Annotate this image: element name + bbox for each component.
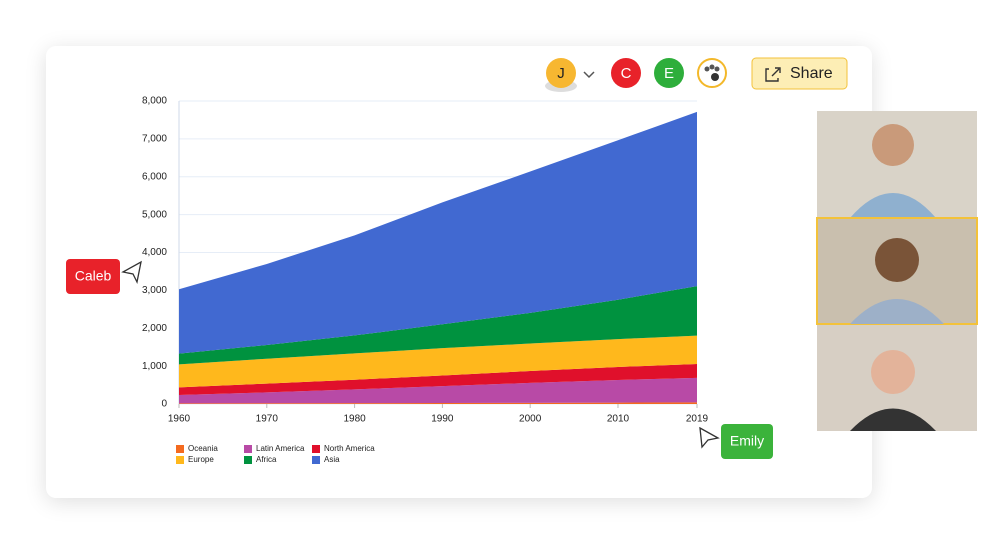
- legend-swatch: [244, 445, 252, 453]
- participants-button[interactable]: [697, 58, 727, 88]
- x-tick-label: 1990: [431, 414, 454, 425]
- area: [179, 377, 697, 404]
- legend-label: North America: [324, 444, 375, 453]
- avatar[interactable]: [546, 58, 576, 88]
- y-tick-label: 6,000: [142, 171, 167, 182]
- avatar-initial: C: [621, 65, 632, 82]
- cursor-tag: [721, 424, 773, 459]
- chevron[interactable]: [583, 71, 595, 79]
- avatar-initial: J: [557, 65, 565, 82]
- y-tick-label: 5,000: [142, 209, 167, 220]
- avatar[interactable]: [611, 58, 641, 88]
- x-tick-label: 2000: [519, 414, 542, 425]
- x-tick-label: 2019: [686, 414, 709, 425]
- cursor: [699, 426, 720, 449]
- y-tick-label: 8,000: [142, 96, 167, 107]
- chart: 0 1,000 2,000 3,000 4,000 5,000 6,000 7,000 8,00…: [142, 96, 709, 464]
- legend-swatch: [244, 456, 252, 464]
- participants-icon: [704, 64, 720, 81]
- cursor-name: Caleb: [75, 268, 112, 284]
- legend-label: Latin America: [256, 444, 305, 453]
- area: [179, 402, 697, 404]
- x-tick-label: 1970: [256, 414, 279, 425]
- y-tick-label: 1,000: [142, 361, 167, 372]
- share-label: Share: [790, 65, 833, 82]
- legend-label: Africa: [256, 455, 277, 464]
- share-icon: [765, 67, 781, 82]
- area: [179, 335, 697, 388]
- area: [179, 111, 697, 354]
- legend-label: Asia: [324, 455, 340, 464]
- cursor: [121, 260, 142, 284]
- cursor-name: Emily: [730, 433, 764, 449]
- x-tick-label: 1960: [168, 414, 191, 425]
- y-tick-label: 3,000: [142, 285, 167, 296]
- area: [179, 363, 697, 396]
- legend-label: Oceania: [188, 444, 218, 453]
- legend-swatch: [312, 456, 320, 464]
- video-tiles: [816, 111, 978, 431]
- y-tick-label: 4,000: [142, 247, 167, 258]
- y-tick-label: 2,000: [142, 323, 167, 334]
- legend-swatch: [176, 456, 184, 464]
- legend-swatch: [312, 445, 320, 453]
- avatar[interactable]: [654, 58, 684, 88]
- x-tick-label: 1980: [343, 414, 366, 425]
- avatar-initial: E: [664, 65, 674, 82]
- y-tick-label: 0: [161, 399, 167, 410]
- area: [179, 286, 697, 365]
- legend-swatch: [176, 445, 184, 453]
- x-tick-label: 2010: [607, 414, 630, 425]
- legend-label: Europe: [188, 455, 214, 464]
- y-tick-label: 7,000: [142, 134, 167, 145]
- cursor-tag: [66, 259, 120, 294]
